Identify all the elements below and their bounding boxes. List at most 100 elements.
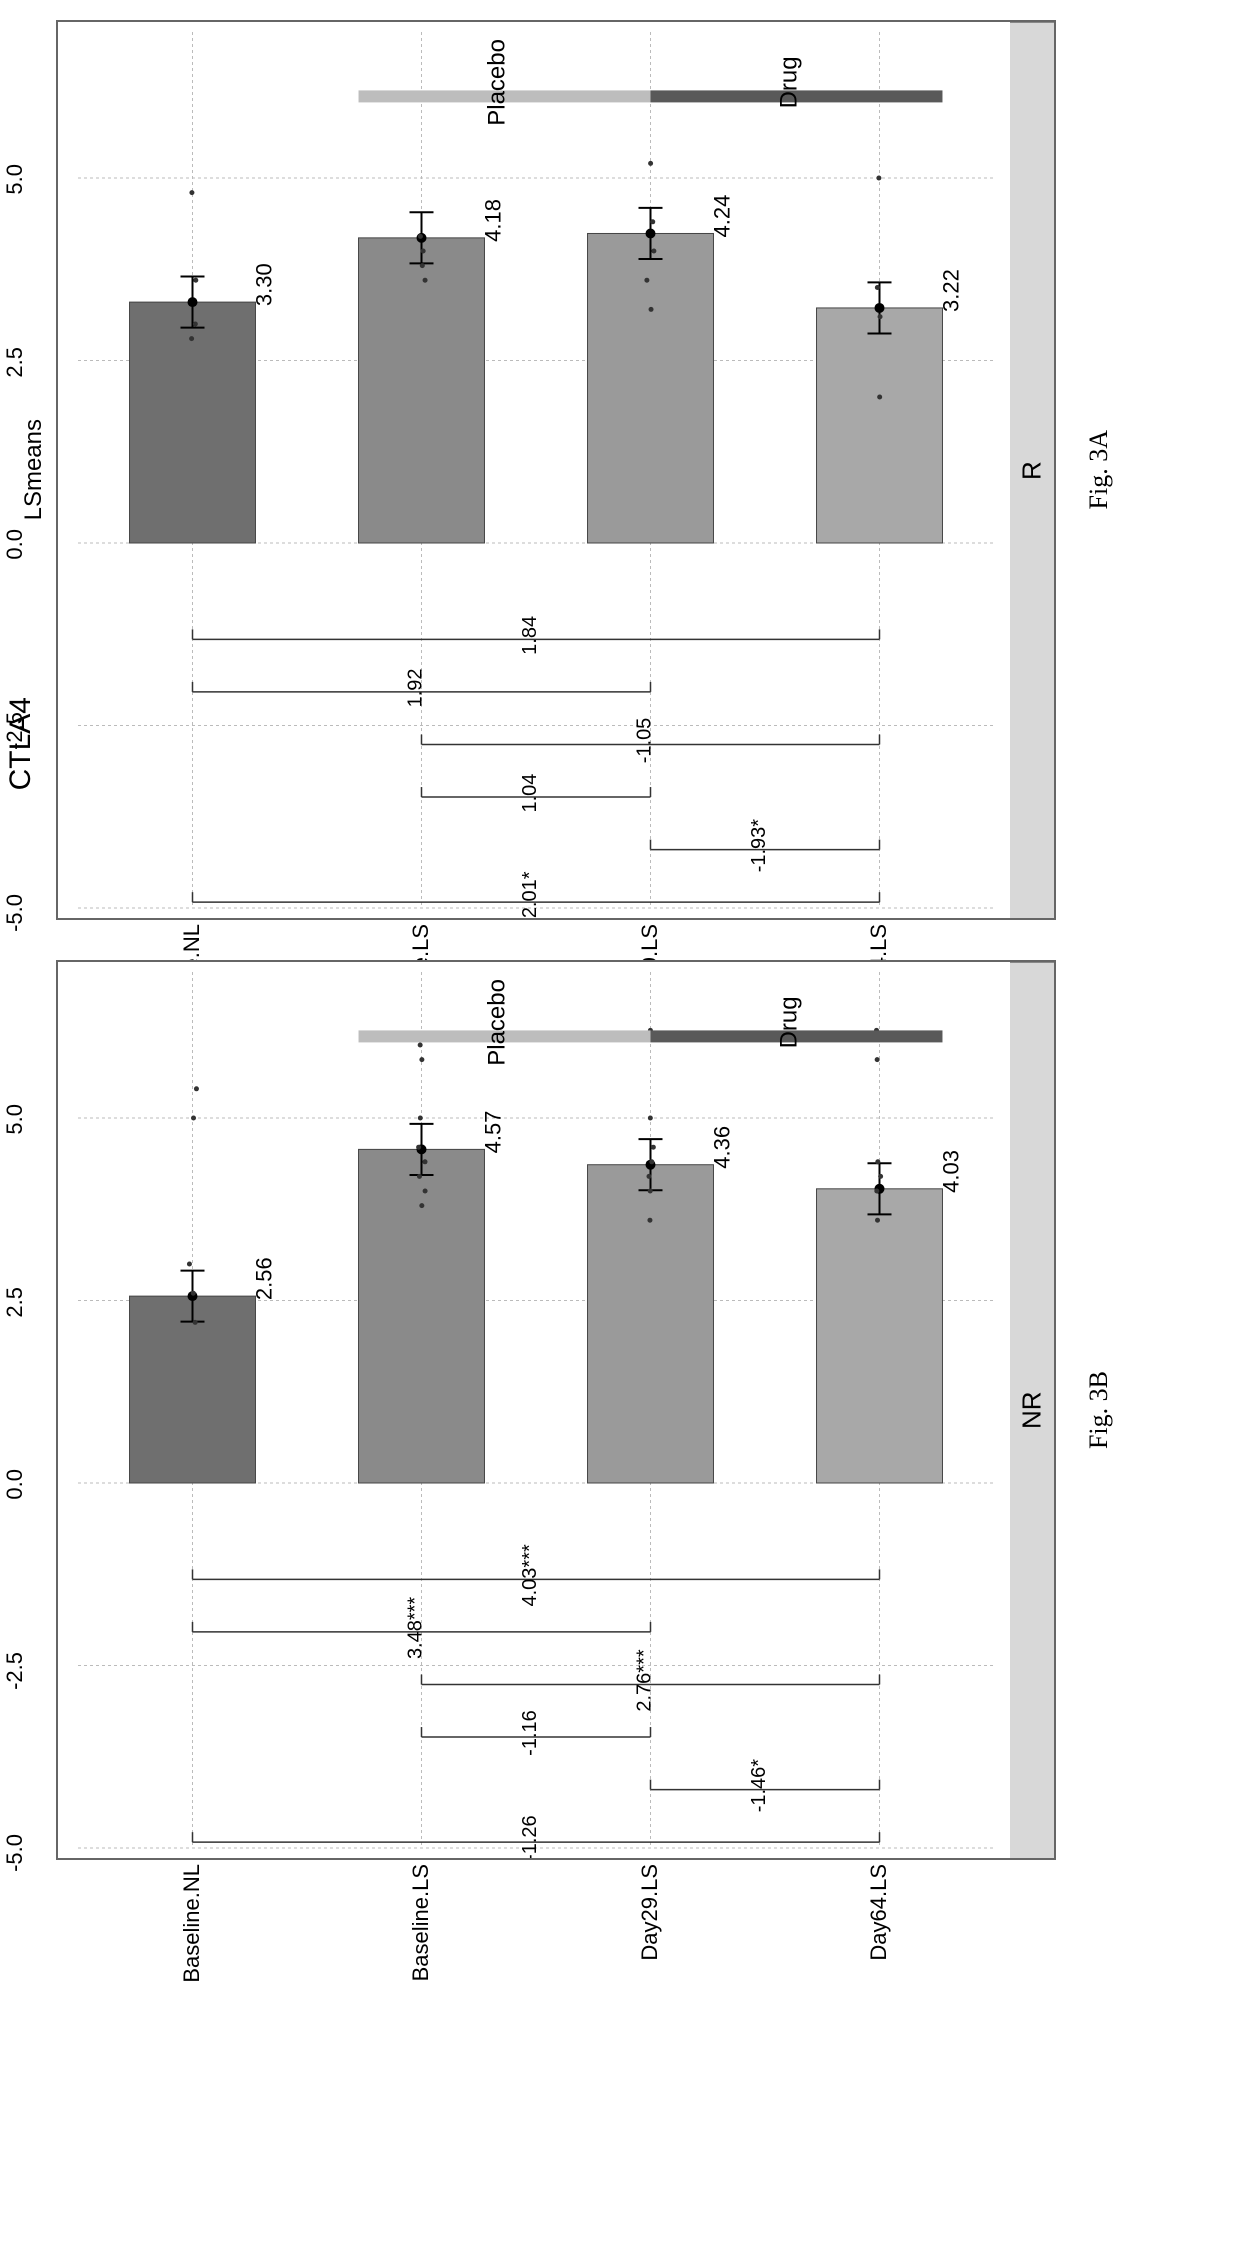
scatter-point [418,1116,423,1121]
scatter-point [878,1174,883,1179]
scatter-point [648,1116,653,1121]
ytick-label: 5.0 [2,1104,28,1135]
bar-value-label: 3.30 [251,263,276,306]
facet-label-b: NR [1017,1392,1048,1430]
bar-value-label: 2.56 [251,1257,276,1300]
scatter-point [423,278,428,283]
panel-a: R 3.304.184.243.22PlaceboDrug1.841.92-1.… [56,20,1056,920]
scatter-point [648,161,653,166]
legend-label-drug: Drug [775,56,802,108]
scatter-point [875,1218,880,1223]
figure-container: LSmeans R 3.30 4.18 4.24 3.22 Placebo Drug 1.8… [20,20,1220,1860]
chart-svg-a: 3.304.184.243.22PlaceboDrug1.841.92-1.05… [58,22,1014,918]
xtick-label: Day29.LS [637,1864,663,1961]
scatter-point [651,249,656,254]
scatter-point [644,278,649,283]
ytick-label: 5.0 [2,164,28,195]
bar-value-label: 4.24 [709,195,734,238]
scatter-point [193,278,198,283]
scatter-point [189,336,194,341]
scatter-point [649,307,654,312]
plot-region-b: 2.56 4.57 4.36 4.03 Placebo Drug 4.03*** 3.48**… [58,962,1010,1858]
bar-value-label: 4.36 [709,1126,734,1169]
legend-label-placebo: Placebo [484,39,511,126]
facet-label-a: R [1017,461,1048,480]
ytick-label: 0.0 [2,529,28,560]
legend-label-drug: Drug [775,996,802,1048]
bar [817,1189,943,1483]
scatter-point [647,1218,652,1223]
scatter-point [651,1145,656,1150]
bar-value-label: 4.03 [938,1150,963,1193]
panel-a-wrapper: LSmeans R 3.30 4.18 4.24 3.22 Placebo Drug 1.8… [20,20,1220,920]
xtick-label: Day64.LS [866,1864,892,1961]
bracket-label: 1.84 [519,616,541,655]
fig-label-b: Fig. 3B [1084,1371,1114,1449]
facet-header-b: NR [1010,962,1054,1858]
scatter-point [423,1189,428,1194]
ytick-label: -2.5 [2,1652,28,1690]
scatter-point [875,1159,880,1164]
bar-value-label: 3.22 [938,269,963,312]
bar [817,308,943,543]
scatter-point [418,234,423,239]
scatter-point [423,1159,428,1164]
scatter-point [648,1189,653,1194]
scatter-point [416,1145,421,1150]
ytick-label: 0.0 [2,1469,28,1500]
bar [359,238,485,543]
chart-svg-b: 2.56 4.57 4.36 4.03 Placebo Drug 4.03*** 3.48**… [58,962,1014,1858]
bracket-label: 4.03*** [519,1544,541,1606]
panel-b-wrapper: LSmeans NR 2.564.574.364.03PlaceboDrug4.… [20,960,1220,1860]
bracket-label: -1.26 [519,1815,541,1858]
scatter-point [875,285,880,290]
ytick-label: -5.0 [2,1834,28,1872]
scatter-point [650,219,655,224]
legend-label-placebo: Placebo [484,979,511,1066]
bracket-label: -1.93* [748,819,770,873]
bar [130,1296,256,1483]
bracket-label: 1.04 [519,774,541,813]
scatter-point [875,1057,880,1062]
scatter-point [419,1203,424,1208]
fig-label-a: Fig. 3A [1084,430,1114,509]
xtick-label: Baseline.LS [408,1864,434,1981]
scatter-point [878,314,883,319]
bar [359,1149,485,1483]
bar-value-label: 4.18 [480,199,505,242]
plot-region-a: 3.304.184.243.22PlaceboDrug1.841.92-1.05… [58,22,1010,918]
bracket-label: 2.76*** [634,1649,656,1711]
scatter-point [417,1174,422,1179]
bar [588,1165,714,1483]
bracket-label: -1.46* [748,1759,770,1813]
xtick-label: Baseline.NL [179,1864,205,1983]
scatter-point [876,176,881,181]
ytick-label: 2.5 [2,1287,28,1318]
ytick-label: -5.0 [2,894,28,932]
facet-header-a: R [1010,22,1054,918]
bar [588,233,714,543]
bracket-label: -2.01* [519,871,541,918]
scatter-point [193,322,198,327]
bracket-label: 3.48*** [405,1597,427,1659]
scatter-point [420,263,425,268]
scatter-point [421,249,426,254]
scatter-point [649,1159,654,1164]
scatter-point [191,1116,196,1121]
bracket-label: -1.05 [634,718,656,764]
scatter-point [419,1057,424,1062]
chart-title: CTLA4 [4,697,38,790]
panel-b: NR 2.56 4.57 4.36 4.03 Placebo Drug 4.03*** 3.4… [56,960,1056,1860]
scatter-point [187,1262,192,1267]
scatter-point [874,1189,879,1194]
scatter-point [646,1174,651,1179]
scatter-point [877,395,882,400]
bracket-label: -1.16 [519,1710,541,1756]
scatter-point [194,1086,199,1091]
bar-value-label: 4.57 [480,1111,505,1154]
ytick-label: 2.5 [2,347,28,378]
y-axis-label: LSmeans [20,419,48,520]
scatter-point [418,1043,423,1048]
scatter-point [189,190,194,195]
scatter-point [193,1320,198,1325]
